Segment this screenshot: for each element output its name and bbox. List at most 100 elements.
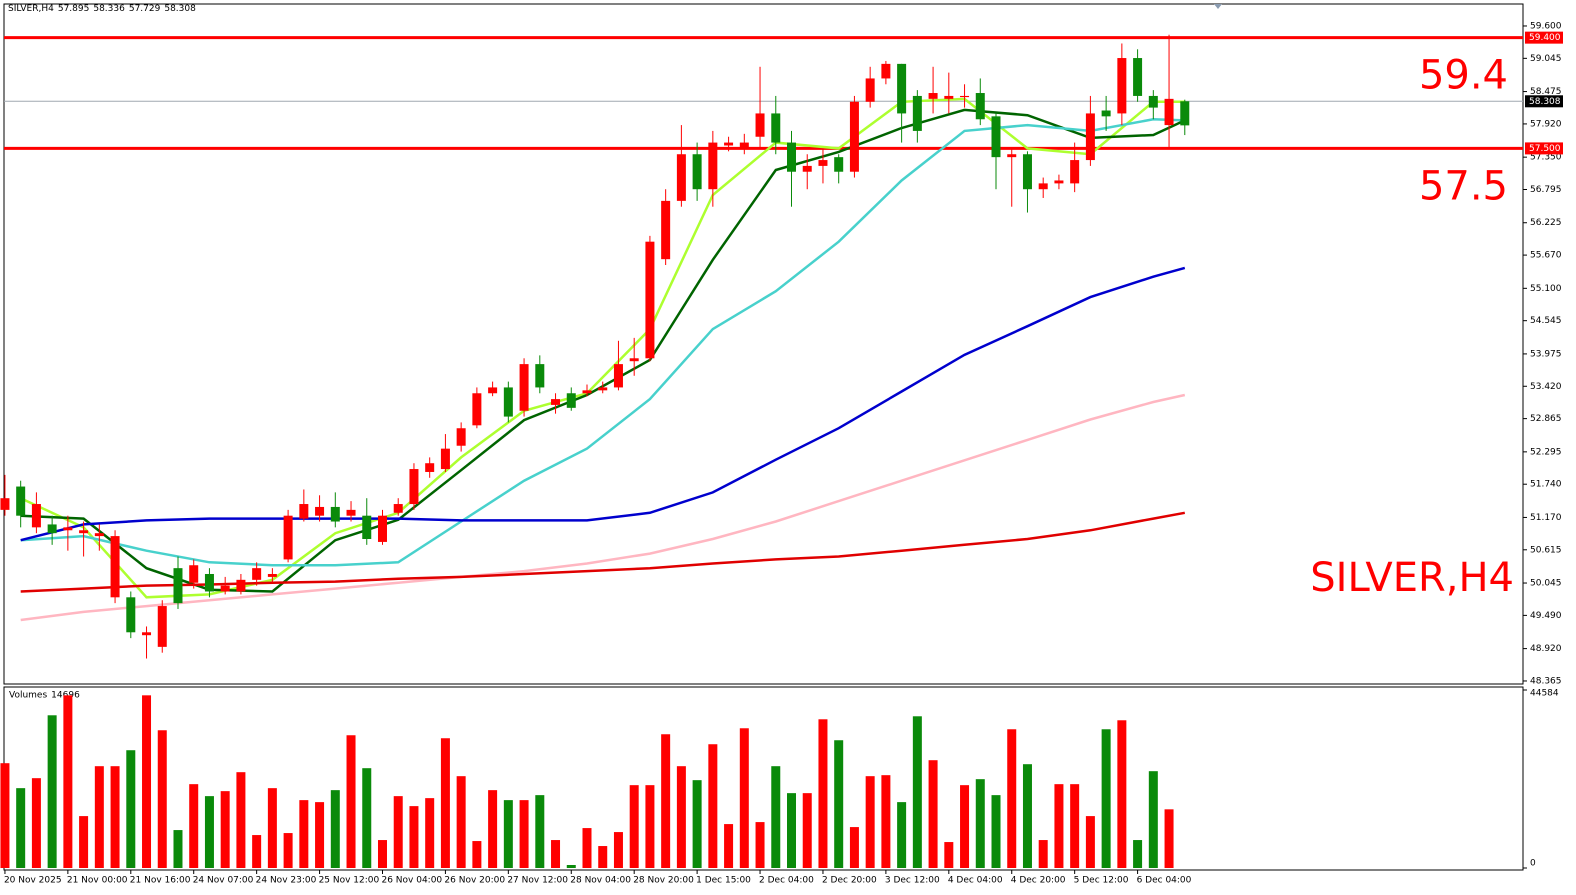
volume-bar — [440, 738, 450, 868]
y-tick-label: 52.295 — [1530, 447, 1562, 457]
y-tick-label: 58.475 — [1530, 87, 1562, 97]
level-box — [1525, 31, 1563, 44]
volume-bar — [456, 776, 466, 868]
window-marker — [1214, 4, 1222, 9]
candle-body — [1148, 95, 1158, 108]
volume-bar — [676, 766, 686, 868]
volume-bar — [787, 793, 797, 868]
x-tick-label: 28 Nov 04:00 — [570, 876, 631, 886]
candle-body — [897, 63, 907, 114]
candle-body — [330, 506, 340, 522]
volume-bar — [960, 785, 970, 868]
y-tick-label: 56.795 — [1530, 185, 1562, 195]
volume-bar — [16, 788, 26, 868]
candle-body — [991, 116, 1001, 158]
volume-bar — [724, 824, 734, 868]
volume-bar — [126, 750, 136, 868]
volume-bar — [315, 802, 325, 868]
x-tick-label: 4 Dec 04:00 — [948, 876, 1003, 886]
candle-body — [535, 364, 545, 388]
candle-body — [16, 486, 26, 516]
chart-header: SILVER,H4 57.895 58.336 57.729 58.308 — [8, 4, 200, 14]
candle-body — [566, 393, 576, 408]
y-tick-label: 53.975 — [1530, 349, 1562, 359]
volume-bar — [110, 766, 120, 868]
volume-bar — [645, 785, 655, 868]
volume-bar — [1054, 784, 1064, 868]
y-tick-label: 52.865 — [1530, 414, 1562, 424]
candle-body — [975, 93, 985, 120]
volume-bar — [31, 778, 41, 868]
volume-bar — [267, 788, 277, 868]
candle-body — [126, 597, 136, 633]
volume-bar — [299, 800, 309, 868]
candle-body — [881, 63, 891, 79]
level-box — [1525, 142, 1563, 155]
volume-bar — [912, 716, 922, 868]
volume-bar — [377, 840, 387, 868]
candle-body — [661, 200, 671, 260]
y-tick-label: 49.490 — [1530, 611, 1562, 621]
candle-body — [692, 154, 702, 190]
candle-body — [315, 506, 325, 516]
volume-bar — [1164, 809, 1174, 868]
header-open: 57.895 — [57, 4, 90, 14]
x-tick-label: 21 Nov 00:00 — [67, 876, 128, 886]
x-tick-label: 2 Dec 20:00 — [822, 876, 877, 886]
volume-bar — [566, 865, 576, 868]
volume-bar — [739, 728, 749, 868]
candle-body — [928, 93, 938, 99]
volume-bar — [157, 730, 167, 868]
header-symbol: SILVER,H4 — [8, 4, 54, 14]
volume-bar — [1070, 784, 1080, 868]
candle-body — [818, 160, 828, 166]
y-tick-label: 50.615 — [1530, 545, 1562, 555]
y-tick-label: 57.920 — [1530, 119, 1562, 129]
candle-body — [1038, 183, 1048, 190]
volume-bar — [535, 795, 545, 868]
level-annotation: 57.5 — [1419, 163, 1508, 209]
volume-bar — [944, 842, 954, 868]
x-tick-label: 26 Nov 04:00 — [381, 876, 442, 886]
candle-body — [551, 399, 561, 405]
y-tick-label: 50.045 — [1530, 579, 1562, 589]
candle-body — [771, 113, 781, 143]
volume-bar — [818, 719, 828, 868]
candle-body — [0, 498, 10, 510]
candle-body — [31, 504, 41, 528]
candle-body — [1054, 180, 1064, 184]
candle-body — [236, 579, 246, 592]
volume-bar — [1085, 816, 1095, 868]
y-tick-label: 59.600 — [1530, 21, 1562, 31]
candle-body — [724, 142, 734, 146]
volume-bar — [47, 715, 57, 868]
candle-body — [582, 390, 592, 394]
candle-body — [110, 536, 120, 598]
candle-body — [377, 515, 387, 542]
moving-average-line — [20, 511, 1186, 593]
candle-body — [1164, 98, 1174, 126]
y-tick-label: 59.045 — [1530, 54, 1562, 64]
current-price-label: 58.308 — [1529, 97, 1561, 107]
volume-bar — [1148, 771, 1158, 868]
x-tick-label: 4 Dec 20:00 — [1011, 876, 1066, 886]
volume-bar — [346, 735, 356, 868]
y-tick-label: 48.365 — [1530, 676, 1562, 686]
moving-average-line — [20, 97, 1185, 599]
x-tick-label: 5 Dec 12:00 — [1074, 876, 1129, 886]
volume-bar — [881, 775, 891, 868]
volume-bar — [1117, 720, 1127, 868]
volume-bar — [802, 793, 812, 868]
candle-body — [425, 463, 435, 472]
volume-bar — [897, 802, 907, 868]
volume-bar — [1007, 729, 1017, 868]
volume-bar — [0, 763, 10, 868]
candle-body — [79, 530, 89, 534]
volume-bar — [928, 760, 938, 868]
candle-body — [1180, 101, 1190, 126]
moving-average-line — [20, 393, 1186, 622]
y-tick-label: 48.920 — [1530, 644, 1562, 654]
x-tick-label: 20 Nov 2025 — [4, 876, 62, 886]
volume-bar — [189, 784, 199, 868]
